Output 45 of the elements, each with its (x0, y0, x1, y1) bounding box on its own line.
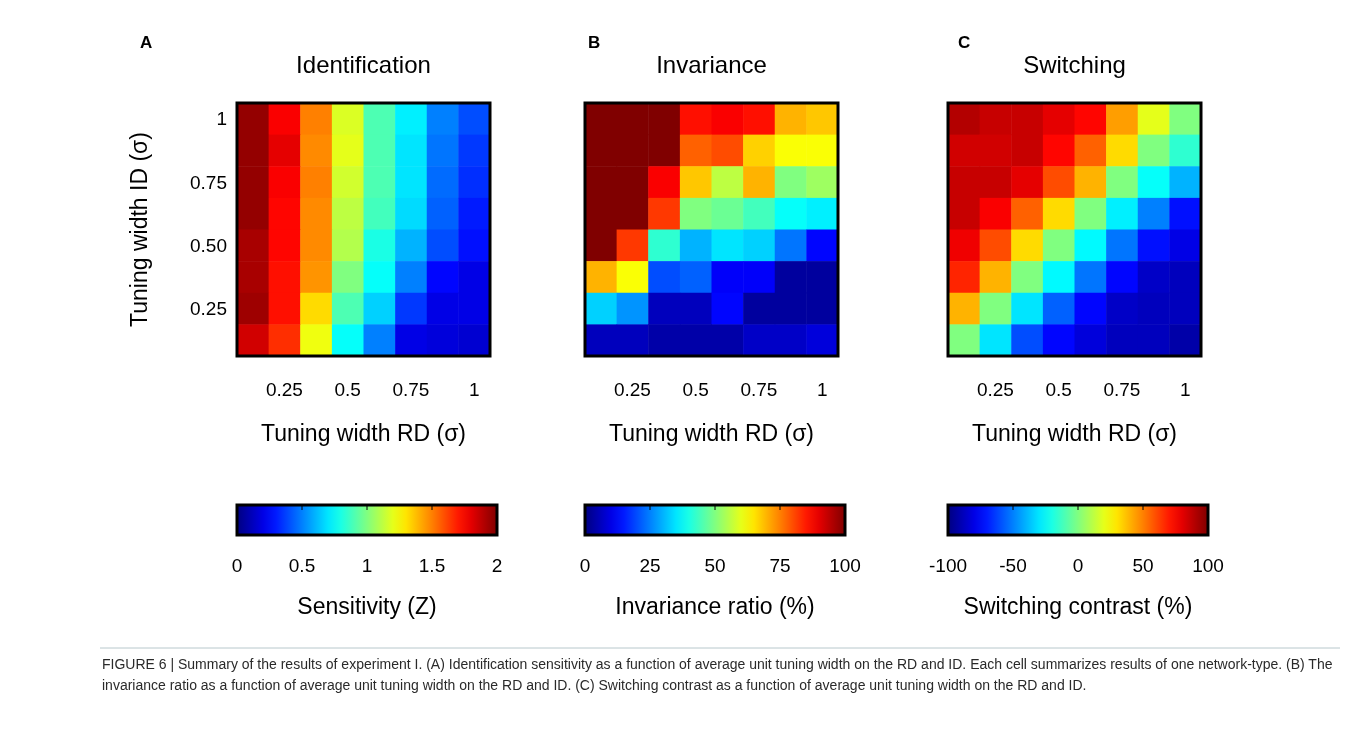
y-tick-label: 0.75 (190, 171, 227, 193)
color-bar-label: 50 (704, 555, 726, 576)
x-tick-label: 0.25 (613, 379, 651, 400)
color-bar-label: 75 (769, 555, 791, 576)
color-bar-label: 0 (579, 555, 591, 576)
color-bar-label: 50 (1132, 555, 1154, 576)
color-bar-title: Switching contrast (%) (963, 593, 1193, 619)
x-tick-label: 0.5 (682, 379, 709, 400)
color-bar-label: 1.5 (418, 555, 446, 576)
x-tick-label: 0.5 (1045, 379, 1072, 400)
y-tick-label: 1 (216, 108, 227, 130)
color-bar-label: 25 (639, 555, 661, 576)
x-tick-label: 0.25 (265, 379, 303, 400)
x-axis-title: Tuning width RD (σ) (971, 420, 1178, 446)
color-bar-label: 2 (491, 555, 503, 576)
text: C (958, 33, 971, 52)
y-axis-title: Tuning width ID (σ) (126, 132, 152, 327)
color-bar-title: Invariance ratio (%) (615, 593, 815, 619)
text: B (588, 33, 601, 52)
color-bar-label: 0 (231, 555, 243, 576)
color-bar-label: 0.5 (288, 555, 316, 576)
x-tick-label: 0.5 (334, 379, 361, 400)
caption: FIGURE 6 | Summary of the results of experiment I. (A) Identification sensitivity as a function of average unit tuning width on the RD and ID. Each cell summarizes results of one network-type. (B) The invariance ratio as a function of average unit tuning width on the RD and ID. (C) Switching contrast as a function of average unit tuning width on the RD and ID. (102, 655, 1334, 695)
y-tick-label: 0.25 (190, 298, 227, 320)
x-tick-label: 1 (1179, 379, 1191, 400)
x-tick-label: 1 (816, 379, 828, 400)
x-tick-label: 0.75 (392, 379, 430, 400)
x-tick-label: 0.25 (976, 379, 1014, 400)
x-tick-label: 0.75 (1103, 379, 1141, 400)
color-bar-label: -100 (928, 555, 968, 576)
y-tick-label: 0.50 (190, 234, 227, 256)
x-axis-title: Tuning width RD (σ) (260, 420, 467, 446)
color-bar-label: -50 (999, 555, 1027, 576)
x-tick-label: 0.75 (740, 379, 778, 400)
color-bar-label: 0 (1072, 555, 1084, 576)
chart-title: Identification (296, 51, 431, 78)
text: A (140, 33, 153, 52)
chart-title: Invariance (656, 51, 767, 78)
x-tick-label: 1 (468, 379, 480, 400)
x-axis-title: Tuning width RD (σ) (608, 420, 815, 446)
color-bar-label: 1 (361, 555, 373, 576)
chart-title: Switching (1023, 51, 1126, 78)
color-bar-title: Sensitivity (Z) (297, 593, 437, 619)
color-bar-label: 100 (829, 555, 861, 576)
color-bar-label: 100 (1192, 555, 1224, 576)
